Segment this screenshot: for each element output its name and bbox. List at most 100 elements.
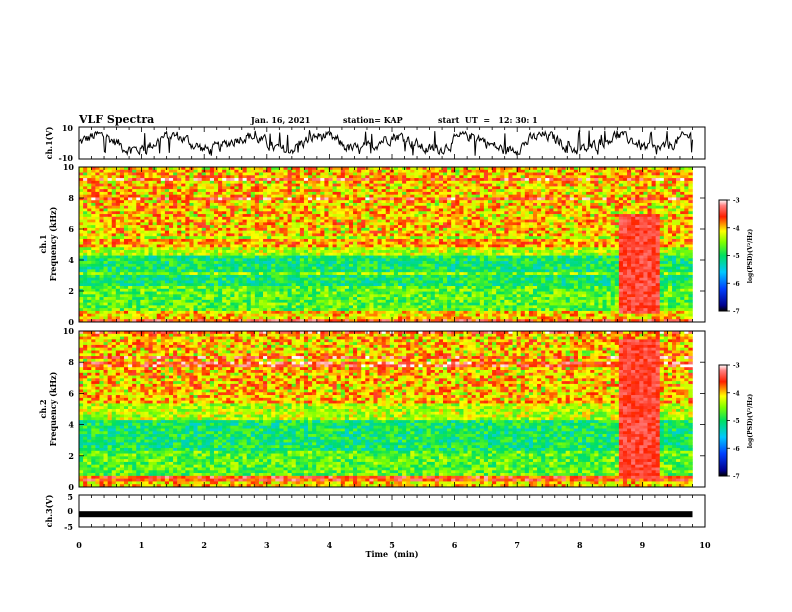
- spectrogram-cell: [168, 216, 174, 220]
- spectrogram-cell: [422, 205, 427, 209]
- spectrogram-cell: [635, 191, 640, 195]
- spectrogram-cell: [451, 194, 456, 198]
- spectrogram-cell: [250, 189, 256, 193]
- spectrogram-cell: [602, 202, 607, 207]
- spectrogram-cell: [467, 230, 472, 234]
- spectrogram-cell: [524, 250, 530, 254]
- spectrogram-cell: [332, 214, 337, 218]
- spectrogram-cell: [344, 233, 350, 237]
- spectrogram-cell: [577, 191, 583, 195]
- spectrogram-cell: [189, 169, 194, 173]
- spectrogram-cell: [181, 180, 186, 184]
- spectrogram-cell: [443, 214, 448, 218]
- spectrogram-cell: [87, 238, 92, 243]
- spectrogram-cell: [87, 230, 92, 234]
- spectrogram-cell: [577, 250, 583, 254]
- spectrogram-cell: [357, 183, 362, 187]
- spectrogram-cell: [508, 180, 513, 184]
- spectrogram-cell: [406, 238, 411, 243]
- spectrogram-cell: [410, 178, 415, 182]
- spectrogram-cell: [479, 255, 485, 259]
- spectrogram-cell: [434, 250, 440, 254]
- spectrogram-cell: [639, 175, 644, 179]
- spectrogram-cell: [234, 191, 239, 195]
- spectrogram-cell: [213, 183, 219, 187]
- spectrogram-cell: [496, 200, 501, 204]
- spectrogram-cell: [128, 172, 133, 176]
- spectrogram-cell: [614, 180, 620, 184]
- spectrogram-cell: [132, 227, 137, 231]
- spectrogram-cell: [95, 255, 100, 259]
- spectrogram-cell: [389, 250, 395, 254]
- spectrogram-cell: [455, 214, 460, 218]
- spectrogram-cell: [332, 230, 337, 234]
- spectrogram-cell: [577, 189, 583, 193]
- spectrogram-cell: [557, 202, 562, 207]
- spectrogram-cell: [475, 250, 481, 254]
- spectrogram-cell: [344, 236, 350, 240]
- spectrogram-cell: [680, 186, 685, 190]
- spectrogram-cell: [263, 197, 268, 201]
- spectrogram-cell: [209, 238, 215, 243]
- spectrogram-cell: [418, 167, 423, 171]
- spectrogram-cell: [688, 208, 693, 212]
- spectrogram-cell: [667, 233, 673, 237]
- spectrogram-cell: [537, 247, 542, 251]
- spectrogram-cell: [246, 169, 252, 173]
- spectrogram-cell: [434, 183, 440, 187]
- spectrogram-cell: [361, 230, 366, 234]
- spectrogram-cell: [532, 247, 538, 251]
- spectrogram-cell: [344, 197, 350, 201]
- spectrogram-cell: [160, 258, 166, 262]
- spectrogram-cell: [267, 183, 272, 187]
- spectrogram-cell: [148, 233, 153, 237]
- spectrogram-cell: [459, 233, 464, 237]
- spectrogram-cell: [160, 194, 166, 198]
- spectrogram-cell: [410, 180, 415, 184]
- spectrogram-cell: [667, 219, 673, 223]
- spectrogram-cell: [295, 252, 301, 256]
- spectrogram-cell: [230, 241, 235, 245]
- spectrogram-cell: [377, 247, 382, 251]
- spectrogram-cell: [475, 236, 481, 240]
- spectrogram-cell: [361, 175, 366, 179]
- spectrogram-cell: [168, 202, 174, 207]
- spectrogram-cell: [79, 230, 84, 234]
- spectrogram-cell: [528, 186, 534, 190]
- spectrogram-cell: [438, 252, 444, 256]
- spectrogram-cell: [393, 227, 399, 231]
- spectrogram-cell: [430, 211, 436, 215]
- spectrogram-cell: [471, 230, 477, 234]
- spectrogram-cell: [606, 252, 611, 256]
- spectrogram-cell: [287, 216, 292, 220]
- spectrogram-cell: [430, 233, 436, 237]
- spectrogram-cell: [398, 178, 403, 182]
- spectrogram-cell: [87, 233, 92, 237]
- spectrogram-cell: [87, 197, 92, 201]
- spectrogram-cell: [577, 178, 583, 182]
- spectrogram-cell: [205, 186, 211, 190]
- spectrogram-cell: [218, 172, 223, 176]
- spectrogram-cell: [549, 197, 554, 201]
- spectrogram-cell: [324, 247, 329, 251]
- spectrogram-cell: [467, 211, 472, 215]
- spectrogram-cell: [119, 211, 125, 215]
- spectrogram-cell: [87, 189, 92, 193]
- spectrogram-cell: [459, 194, 464, 198]
- spectrogram-cell: [181, 214, 186, 218]
- spectrogram-cell: [647, 250, 652, 254]
- spectrogram-cell: [598, 236, 603, 240]
- spectrogram-cell: [528, 225, 534, 229]
- spectrogram-cell: [242, 233, 247, 237]
- spectrogram-cell: [557, 167, 562, 171]
- spectrogram-cell: [234, 211, 239, 215]
- spectrogram-cell: [115, 227, 121, 231]
- spectrogram-cell: [614, 216, 620, 220]
- spectrogram-cell: [537, 230, 542, 234]
- spectrogram-cell: [299, 225, 305, 229]
- spectrogram-cell: [128, 189, 133, 193]
- spectrogram-cell: [136, 252, 141, 256]
- spectrogram-cell: [573, 214, 579, 218]
- start-time-label: start UT = 12: 30: 1: [438, 115, 538, 125]
- spectrogram-cell: [173, 227, 178, 231]
